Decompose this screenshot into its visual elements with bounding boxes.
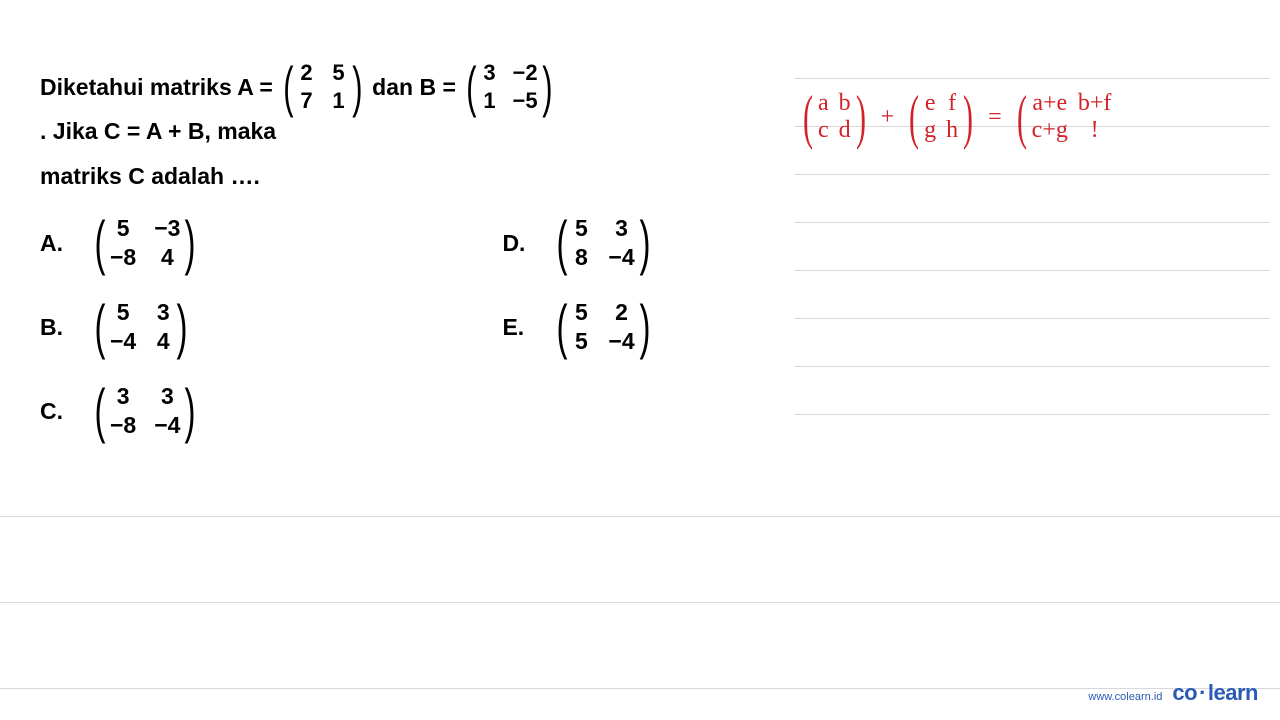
options-block: A. ( 5 −3 −8 4 ) B. ( 5 3 −4 4 ) C. ( 3 …	[40, 215, 657, 439]
question-prefix: Diketahui matriks A =	[40, 74, 273, 101]
option-label: E.	[502, 314, 528, 341]
option-d: D. ( 5 3 8 −4 )	[502, 215, 656, 271]
question-line-2: matriks C adalah ….	[40, 163, 780, 190]
hline	[0, 516, 1280, 517]
option-a: A. ( 5 −3 −8 4 )	[40, 215, 202, 271]
option-c: C. ( 3 3 −8 −4 )	[40, 383, 202, 439]
footer: www.colearn.id co·learn	[1088, 680, 1258, 706]
hline	[0, 602, 1280, 603]
handwriting-annotation: ( a b c d ) + ( e f g h ) = ( a+e b+f c+…	[798, 90, 1268, 180]
matrix-b: ( 3 −2 1 −5 )	[462, 60, 556, 114]
question-suffix: . Jika C = A + B, maka	[40, 118, 276, 145]
question-line-1: Diketahui matriks A = ( 2 5 7 1 ) dan B …	[40, 60, 780, 145]
matrix-a: ( 2 5 7 1 )	[279, 60, 366, 114]
option-label: A.	[40, 230, 66, 257]
option-b: B. ( 5 3 −4 4 )	[40, 299, 202, 355]
footer-url: www.colearn.id	[1088, 691, 1162, 703]
option-label: B.	[40, 314, 66, 341]
option-label: C.	[40, 398, 66, 425]
question-mid: dan B =	[372, 74, 456, 101]
question-block: Diketahui matriks A = ( 2 5 7 1 ) dan B …	[40, 60, 780, 190]
option-label: D.	[502, 230, 528, 257]
footer-brand: co·learn	[1172, 680, 1258, 706]
options-col-1: A. ( 5 −3 −8 4 ) B. ( 5 3 −4 4 ) C. ( 3 …	[40, 215, 202, 439]
option-e: E. ( 5 2 5 −4 )	[502, 299, 656, 355]
options-col-2: D. ( 5 3 8 −4 ) E. ( 5 2 5 −4 )	[502, 215, 656, 439]
